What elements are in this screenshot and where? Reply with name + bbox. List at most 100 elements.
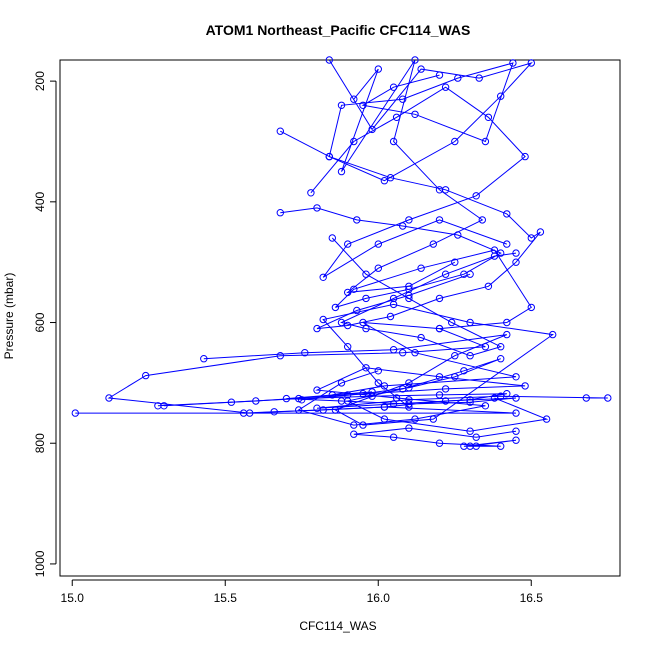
data-point: [481, 137, 490, 146]
data-point: [359, 421, 367, 429]
data-point: [503, 330, 511, 339]
data-point: [441, 270, 450, 278]
data-point: [435, 294, 444, 303]
series-line-2: [203, 303, 555, 426]
data-point: [490, 252, 499, 260]
data-point: [350, 95, 358, 103]
data-point: [319, 273, 327, 281]
data-point: [389, 400, 398, 408]
data-point: [307, 189, 315, 197]
data-point: [405, 294, 413, 303]
data-point: [362, 324, 370, 333]
data-point: [527, 59, 535, 67]
data-point: [344, 321, 352, 330]
data-point: [337, 101, 346, 110]
data-point: [142, 371, 150, 380]
data-point: [451, 373, 459, 381]
series-line-8: [328, 59, 533, 182]
data-point: [276, 127, 284, 135]
data-point: [411, 110, 419, 119]
data-point: [454, 74, 462, 82]
data-point: [350, 285, 358, 293]
data-point: [503, 240, 511, 248]
series-line-4: [301, 358, 549, 432]
data-point: [362, 364, 370, 372]
series-line-11: [310, 86, 526, 278]
series-line-13: [341, 59, 484, 294]
data-point: [374, 240, 382, 248]
series-line-12: [331, 237, 517, 357]
data-point: [374, 379, 382, 387]
data-point: [460, 442, 468, 450]
data-point: [282, 394, 291, 403]
data-point: [411, 349, 419, 357]
series-line-9: [280, 130, 541, 330]
series-layer: [71, 56, 612, 450]
data-point: [472, 433, 480, 441]
data-point: [441, 83, 450, 91]
data-point: [325, 56, 333, 64]
data-point: [405, 396, 413, 404]
data-point: [353, 306, 361, 315]
data-point: [319, 406, 327, 414]
data-point: [270, 408, 278, 416]
x-tick-label: 16.0: [367, 591, 391, 605]
data-point: [527, 303, 535, 312]
data-point: [105, 394, 113, 402]
series-line-6: [243, 391, 517, 414]
data-point: [362, 294, 370, 303]
data-point: [435, 186, 444, 194]
data-point: [512, 373, 520, 381]
data-point: [536, 228, 545, 236]
y-tick-label: 800: [33, 433, 47, 453]
data-point: [484, 113, 493, 122]
data-point: [549, 330, 557, 339]
data-point: [374, 65, 382, 73]
data-point: [503, 210, 511, 218]
data-point: [337, 167, 346, 176]
data-point: [521, 382, 529, 390]
data-point: [380, 177, 389, 185]
x-tick-label: 16.5: [520, 591, 544, 605]
data-point: [405, 282, 413, 290]
data-point: [389, 137, 398, 146]
data-point: [478, 216, 486, 224]
data-point: [472, 192, 480, 200]
data-point: [301, 349, 309, 357]
data-point: [368, 388, 376, 396]
data-point: [337, 318, 346, 327]
data-point: [386, 312, 395, 321]
data-point: [325, 152, 333, 161]
data-point: [512, 409, 520, 417]
data-point: [239, 409, 248, 417]
data-point: [399, 385, 407, 393]
data-point: [484, 282, 493, 290]
data-point: [521, 152, 529, 161]
data-point: [441, 385, 450, 393]
data-point: [313, 324, 321, 333]
data-point: [497, 343, 505, 351]
series-line-3: [157, 367, 526, 426]
x-tick-label: 15.5: [214, 591, 238, 605]
data-point: [374, 264, 382, 272]
data-point: [435, 216, 444, 224]
data-point: [389, 346, 398, 354]
data-point: [337, 397, 346, 405]
x-axis: 15.0 15.5 16.0 16.5: [61, 579, 544, 605]
plot-area: [59, 59, 621, 577]
data-point: [435, 324, 444, 333]
data-point: [337, 379, 346, 387]
data-point: [497, 92, 505, 100]
data-point: [380, 415, 389, 423]
data-point: [200, 355, 208, 363]
data-point: [542, 415, 551, 423]
data-point: [399, 95, 407, 103]
y-tick-label: 400: [33, 191, 47, 211]
data-point: [344, 240, 352, 248]
data-point: [509, 59, 517, 67]
data-point: [417, 65, 425, 73]
y-axis-label: Pressure (mbar): [2, 273, 16, 360]
data-point: [344, 288, 352, 297]
data-point: [448, 318, 456, 327]
data-point: [411, 56, 419, 64]
